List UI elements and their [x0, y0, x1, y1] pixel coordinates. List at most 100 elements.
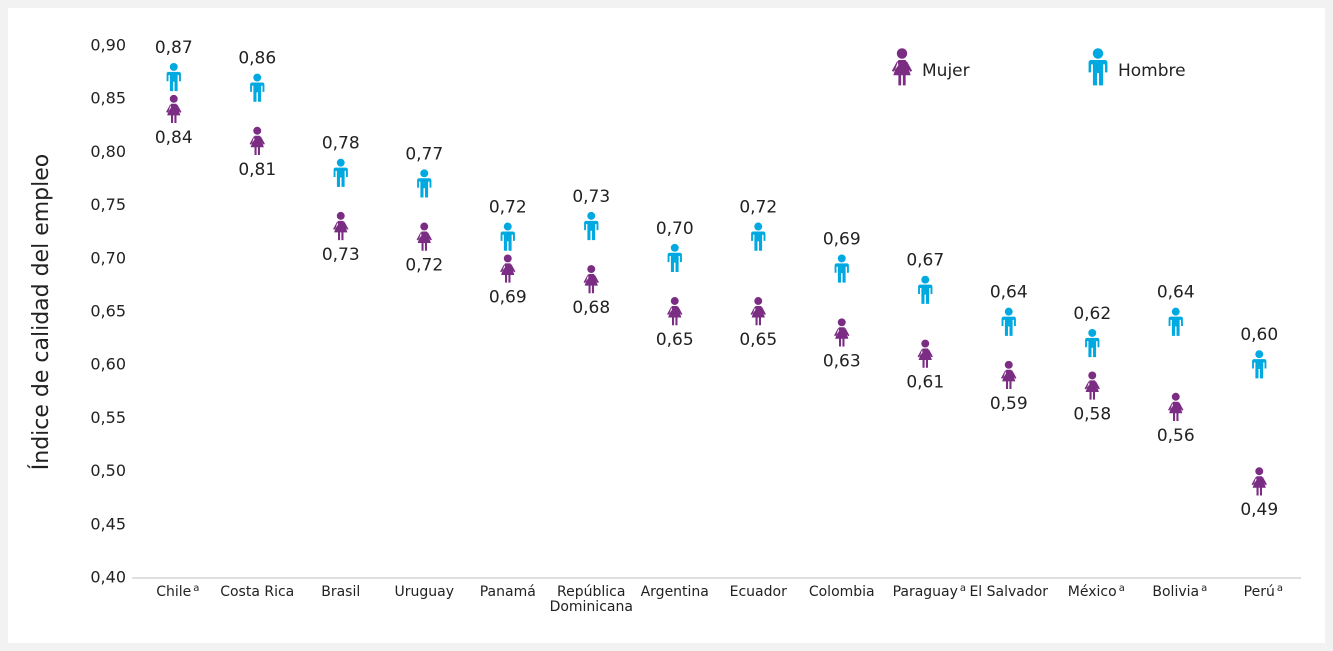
x-tick-label: Uruguay — [395, 584, 455, 600]
data-label: 0,84 — [155, 128, 193, 148]
icon-body — [1084, 380, 1100, 400]
man-icon — [584, 211, 599, 241]
icon-head — [670, 243, 679, 252]
icon-head — [169, 62, 178, 71]
y-tick-label: 0,50 — [90, 461, 126, 480]
data-label: 0,72 — [739, 198, 777, 218]
icon-body — [750, 305, 766, 326]
data-label: 0,59 — [990, 394, 1028, 414]
icon-head — [837, 254, 846, 263]
woman-icon — [917, 339, 933, 368]
data-label: 0,64 — [990, 283, 1028, 303]
woman-icon — [166, 94, 182, 124]
icon-head — [420, 222, 429, 231]
icon-head — [670, 297, 679, 305]
data-label: 0,81 — [238, 160, 276, 180]
icon-body — [667, 305, 683, 326]
icon-body — [917, 348, 933, 368]
woman-icon — [583, 265, 599, 294]
icon-body — [834, 327, 850, 347]
x-tick-label: Bolivia — [1152, 584, 1199, 600]
data-label: 0,73 — [322, 245, 360, 265]
y-tick-label: 0,45 — [90, 514, 126, 533]
legend-label: Hombre — [1118, 61, 1186, 81]
icon-head — [921, 339, 930, 348]
icon-body — [166, 71, 181, 92]
icon-head — [754, 222, 763, 231]
x-tick-label: Ecuador — [730, 584, 787, 600]
man-icon — [667, 243, 682, 272]
icon-head — [896, 48, 908, 59]
data-label: 0,58 — [1073, 404, 1111, 424]
icon-head — [336, 158, 345, 167]
icon-head — [1088, 328, 1097, 337]
woman-icon — [500, 254, 516, 283]
icon-head — [503, 254, 512, 263]
legend-label: Mujer — [922, 61, 970, 81]
man-icon — [834, 254, 849, 283]
data-label: 0,69 — [489, 287, 527, 307]
data-label: 0,87 — [155, 38, 193, 58]
data-label: 0,65 — [656, 330, 694, 350]
icon-body — [166, 103, 182, 124]
icon-head — [253, 126, 262, 135]
man-icon — [1085, 328, 1100, 358]
icon-head — [587, 211, 596, 220]
x-tick-label: Perú — [1244, 584, 1275, 600]
icon-head — [754, 297, 763, 305]
icon-head — [1088, 371, 1097, 380]
y-axis-title: Índice de calidad del empleo — [28, 154, 54, 470]
icon-head — [1004, 360, 1013, 369]
man-icon — [417, 169, 432, 198]
data-label: 0,70 — [656, 219, 694, 239]
icon-body — [918, 284, 933, 304]
woman-icon — [416, 222, 432, 251]
woman-icon — [1251, 467, 1267, 496]
y-tick-label: 0,55 — [90, 408, 126, 427]
data-label: 0,77 — [405, 144, 443, 164]
x-tick-label: El Salvador — [969, 584, 1048, 600]
man-icon — [1252, 350, 1267, 379]
data-label: 0,86 — [238, 49, 276, 69]
data-label: 0,78 — [322, 134, 360, 154]
woman-icon — [1168, 392, 1184, 421]
man-icon — [500, 222, 515, 251]
data-label: 0,72 — [489, 198, 527, 218]
data-label: 0,49 — [1240, 500, 1278, 520]
icon-head — [420, 169, 429, 178]
category-note: a — [193, 583, 199, 594]
icon-body — [1001, 316, 1016, 336]
data-label: 0,60 — [1240, 325, 1278, 345]
icon-head — [921, 275, 930, 284]
data-label: 0,65 — [739, 330, 777, 350]
woman-icon — [333, 211, 349, 241]
icon-body — [584, 220, 599, 241]
x-tick-label: Brasil — [321, 584, 360, 600]
y-tick-label: 0,80 — [90, 142, 126, 161]
icon-head — [336, 211, 345, 220]
y-tick-label: 0,70 — [90, 248, 126, 267]
data-label: 0,62 — [1073, 304, 1111, 324]
category-note: a — [960, 583, 966, 594]
icon-body — [834, 263, 849, 283]
man-icon — [250, 73, 265, 102]
data-label: 0,63 — [823, 351, 861, 371]
x-tick-label: Chile — [156, 584, 191, 600]
icon-body — [1001, 369, 1017, 390]
icon-body — [583, 274, 599, 294]
icon-body — [891, 60, 913, 86]
icon-body — [416, 231, 432, 251]
man-icon — [1001, 307, 1016, 336]
category-note: a — [1201, 583, 1207, 594]
icon-head — [503, 222, 512, 231]
icon-body — [1088, 60, 1108, 86]
man-icon — [1088, 48, 1108, 86]
y-tick-label: 0,40 — [90, 568, 126, 587]
icon-head — [837, 318, 846, 327]
data-label: 0,69 — [823, 229, 861, 249]
y-tick-label: 0,60 — [90, 355, 126, 374]
woman-icon — [891, 48, 913, 86]
man-icon — [918, 275, 933, 304]
icon-head — [1092, 48, 1104, 59]
x-tick-label: Argentina — [641, 584, 709, 600]
